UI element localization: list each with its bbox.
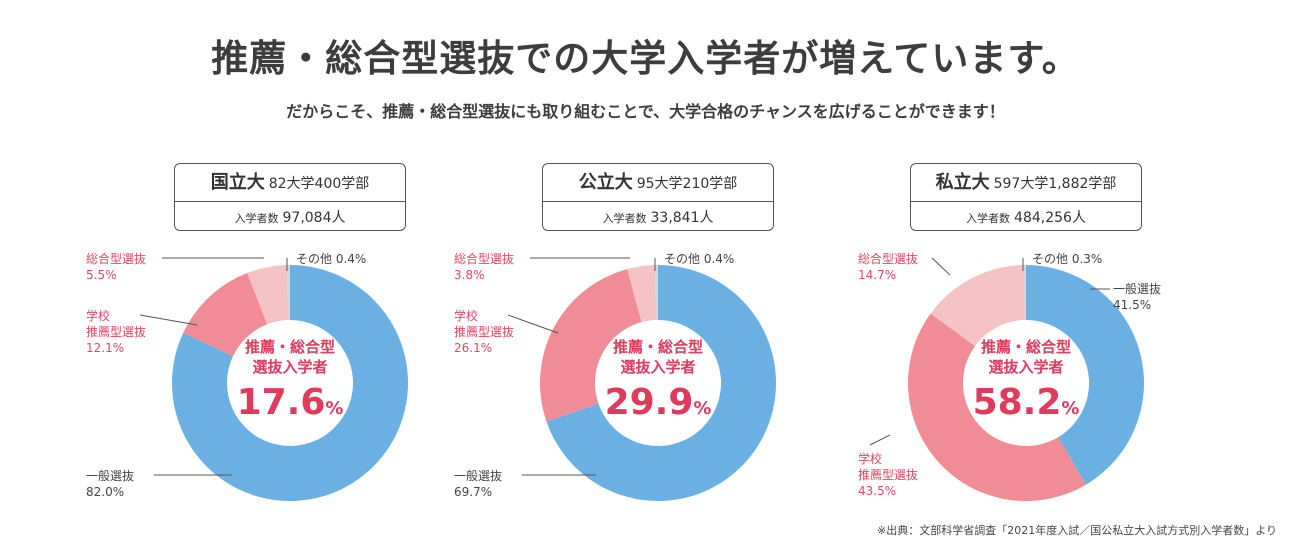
center-label-line2: 選抜入学者 bbox=[252, 358, 328, 376]
callout-general: 一般選抜 82.0% bbox=[86, 469, 135, 499]
header-top: 公立大 95大学210学部 bbox=[543, 164, 773, 202]
chart-header-private: 私立大 597大学1,882学部 入学者数 484,256人 bbox=[910, 163, 1142, 231]
enrollment-value: 33,841人 bbox=[650, 210, 714, 226]
center-label-line1: 推薦・総合型 bbox=[244, 338, 335, 356]
callout-comprehensive: 総合型選抜 14.7% bbox=[858, 252, 919, 282]
donut-chart-public bbox=[507, 257, 776, 501]
source-note: ※出典：文部科学省調査「2021年度入試／国公私立大入試方式別入学者数」より bbox=[877, 524, 1277, 537]
chart-header-public: 公立大 95大学210学部 入学者数 33,841人 bbox=[542, 163, 774, 231]
center-label: 推薦・総合型 選抜入学者 29.9% bbox=[583, 337, 733, 431]
university-type: 国立大 bbox=[210, 172, 265, 193]
university-type: 公立大 bbox=[578, 172, 633, 193]
enrollment-label: 入学者数 bbox=[602, 212, 647, 225]
center-label: 推薦・総合型 選抜入学者 17.6% bbox=[215, 337, 365, 431]
center-percentage: 29.9% bbox=[604, 382, 712, 423]
chart-header-national: 国立大 82大学400学部 入学者数 97,084人 bbox=[174, 163, 406, 231]
donut-chart-national bbox=[139, 257, 408, 502]
enrollment-label: 入学者数 bbox=[966, 212, 1011, 225]
center-label-line1: 推薦・総合型 bbox=[980, 338, 1071, 356]
slice-other bbox=[1023, 265, 1026, 321]
center-label: 推薦・総合型 選抜入学者 58.2% bbox=[951, 337, 1101, 431]
slice-general bbox=[1026, 265, 1144, 485]
page-subtitle: だからこそ、推薦・総合型選抜にも取り組むことで、大学合格のチャンスを広げることが… bbox=[286, 102, 1005, 121]
page-title: 推薦・総合型選抜での大学入学者が増えています。 bbox=[211, 37, 1080, 80]
callout-line-school bbox=[869, 434, 891, 446]
university-type: 私立大 bbox=[935, 172, 990, 193]
center-label-line2: 選抜入学者 bbox=[988, 358, 1064, 376]
chart-panel-public: 公立大 95大学210学部 入学者数 33,841人 一般選抜 69.7% 学校 推薦型選抜 2… bbox=[440, 163, 820, 508]
callout-line-school bbox=[139, 314, 198, 326]
center-percentage: 58.2% bbox=[972, 382, 1080, 423]
header-top: 私立大 597大学1,882学部 bbox=[911, 164, 1141, 202]
chart-panel-private: 私立大 597大学1,882学部 入学者数 484,256人 一般選抜 41.5% 学校 推薦… bbox=[808, 163, 1188, 508]
callout-comprehensive: 総合型選抜 5.5% bbox=[86, 252, 147, 282]
callout-school: 学校 推薦型選抜 43.5% bbox=[858, 452, 919, 498]
callout-other: その他 0.4% bbox=[664, 252, 735, 266]
callout-line-school bbox=[507, 314, 559, 334]
slice-comprehensive bbox=[627, 265, 657, 323]
callout-other: その他 0.3% bbox=[1032, 252, 1103, 266]
header-bottom: 入学者数 484,256人 bbox=[911, 202, 1141, 231]
slice-other bbox=[655, 265, 658, 321]
callout-line-comprehensive bbox=[931, 257, 951, 276]
slice-school bbox=[183, 273, 268, 357]
callout-school: 学校 推薦型選抜 12.1% bbox=[86, 309, 147, 355]
enrollment-value: 97,084人 bbox=[282, 210, 346, 226]
header-top: 国立大 82大学400学部 bbox=[175, 164, 405, 202]
university-count: 82大学400学部 bbox=[268, 176, 370, 192]
callout-general: 一般選抜 41.5% bbox=[1113, 282, 1162, 312]
slice-general bbox=[172, 265, 408, 502]
slice-comprehensive bbox=[247, 265, 289, 325]
callout-other: その他 0.4% bbox=[296, 252, 367, 266]
chart-panel-national: 国立大 82大学400学部 入学者数 97,084人 一般選抜 82.0% 学校 推薦型選抜 1… bbox=[72, 163, 452, 508]
slice-comprehensive bbox=[930, 265, 1025, 346]
university-count: 597大学1,882学部 bbox=[993, 176, 1117, 192]
slice-general bbox=[546, 265, 776, 501]
header-bottom: 入学者数 97,084人 bbox=[175, 202, 405, 231]
enrollment-label: 入学者数 bbox=[234, 212, 279, 225]
center-percentage: 17.6% bbox=[236, 382, 344, 423]
center-label-line2: 選抜入学者 bbox=[620, 358, 696, 376]
callout-school: 学校 推薦型選抜 26.1% bbox=[454, 309, 515, 355]
callout-comprehensive: 総合型選抜 3.8% bbox=[454, 252, 515, 282]
center-label-line1: 推薦・総合型 bbox=[612, 338, 703, 356]
slice-school bbox=[540, 269, 642, 422]
slice-other bbox=[287, 265, 290, 321]
header-bottom: 入学者数 33,841人 bbox=[543, 202, 773, 231]
enrollment-value: 484,256人 bbox=[1014, 210, 1086, 226]
donut-chart-private bbox=[869, 257, 1144, 502]
slice-school bbox=[908, 313, 1087, 502]
callout-general: 一般選抜 69.7% bbox=[454, 469, 503, 499]
university-count: 95大学210学部 bbox=[636, 176, 738, 192]
